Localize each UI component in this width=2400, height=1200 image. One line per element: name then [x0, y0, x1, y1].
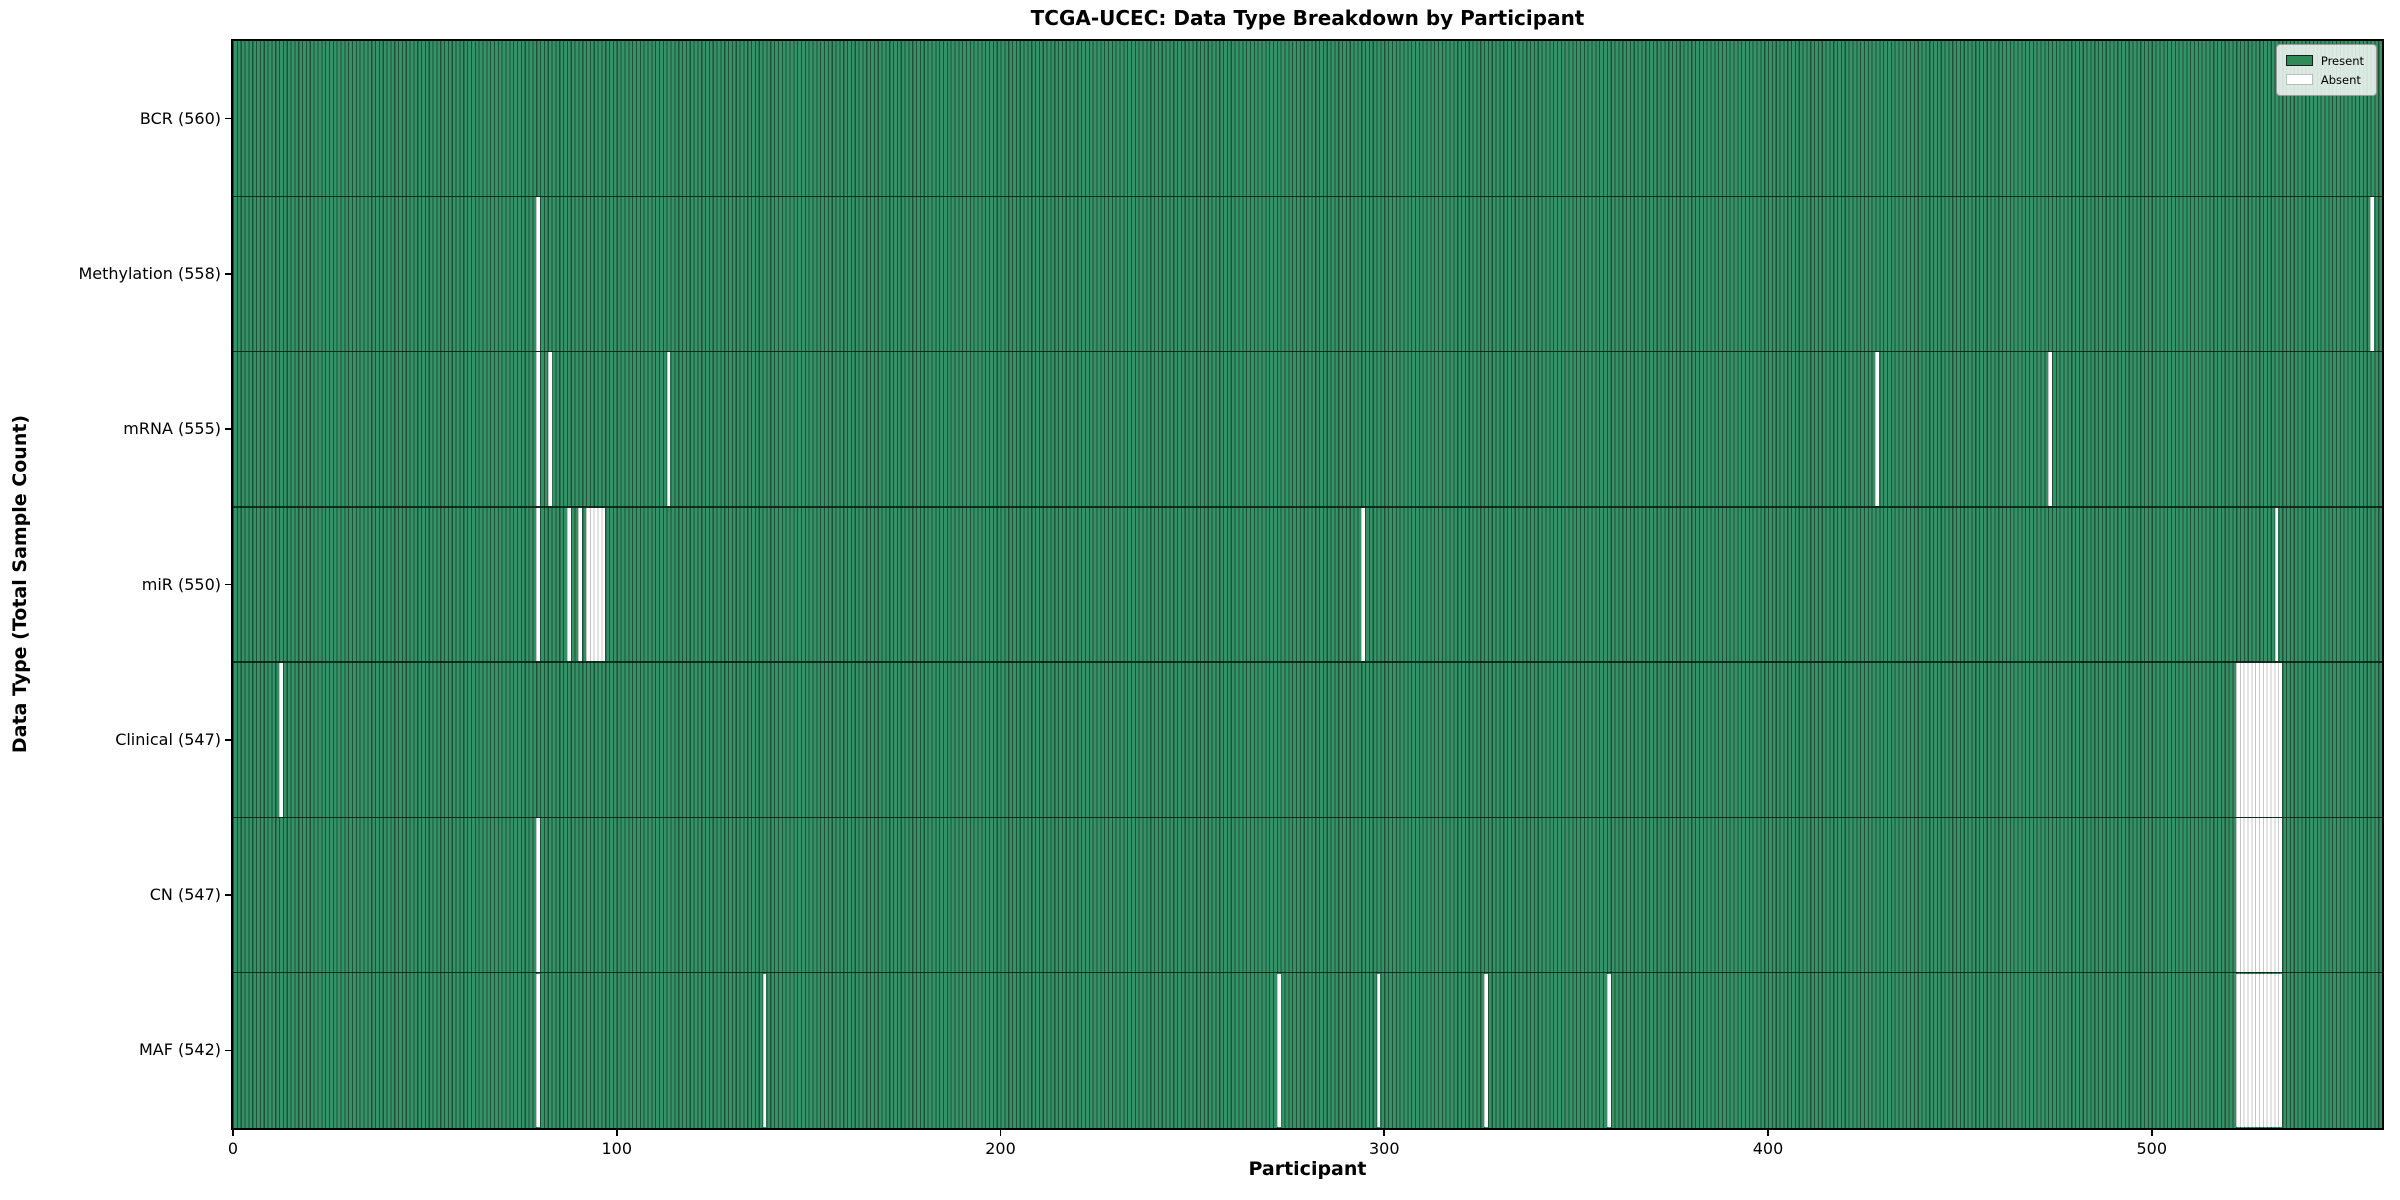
- y-tick-mark: [225, 583, 233, 586]
- absent-gap: [2370, 197, 2375, 351]
- y-tick-label: CN (547): [149, 885, 221, 905]
- absent-gap: [1376, 973, 1381, 1128]
- y-tick-mark: [225, 738, 233, 741]
- row-boundary: [233, 816, 2382, 819]
- absent-gap: [666, 352, 671, 506]
- x-tick-label: 0: [227, 1139, 239, 1158]
- absent-gap: [578, 507, 583, 662]
- y-tick-mark: [225, 1049, 233, 1052]
- x-tick-mark: [1767, 1128, 1769, 1136]
- x-tick-mark: [232, 1128, 234, 1136]
- absent-gap: [2048, 352, 2052, 506]
- x-tick-mark: [615, 1128, 618, 1136]
- absent-gap: [279, 663, 283, 817]
- x-tick-label: 200: [985, 1139, 1016, 1158]
- absent-gap: [762, 973, 767, 1128]
- absent-gap: [2236, 973, 2283, 1128]
- absent-gap: [2274, 507, 2279, 662]
- x-tick-mark: [999, 1128, 1002, 1136]
- absent-gap: [1484, 973, 1488, 1128]
- y-tick-mark: [225, 894, 233, 896]
- x-tick-label: 100: [601, 1139, 633, 1158]
- y-tick-label: Clinical (547): [115, 729, 221, 749]
- y-tick-label: Methylation (558): [78, 263, 221, 283]
- absent-gap: [536, 818, 540, 972]
- y-tick-mark: [225, 273, 233, 275]
- row-boundary: [233, 661, 2382, 663]
- legend-item-absent: Absent: [2285, 70, 2364, 89]
- absent-gap: [536, 352, 540, 506]
- row-boundary: [233, 195, 2382, 197]
- y-tick-mark: [225, 117, 233, 120]
- absent-gap: [586, 507, 606, 662]
- x-tick-label: 300: [1368, 1139, 1400, 1158]
- absent-gap: [2236, 818, 2283, 972]
- absent-gap: [536, 507, 540, 662]
- legend-label-absent: Absent: [2320, 72, 2361, 87]
- absent-gap: [2236, 663, 2283, 817]
- absent-gap: [1276, 973, 1281, 1128]
- x-tick-label: 500: [2136, 1139, 2168, 1158]
- row-boundary: [233, 972, 2382, 974]
- absent-gap: [536, 973, 540, 1128]
- plot-border: [231, 39, 2384, 1130]
- legend: Present Absent: [2275, 44, 2377, 96]
- y-tick-label: miR (550): [141, 574, 221, 594]
- x-tick-mark: [2150, 1128, 2153, 1136]
- legend-item-present: Present: [2285, 51, 2364, 70]
- absent-gap: [536, 197, 540, 351]
- y-tick-label: MAF (542): [138, 1040, 221, 1060]
- absent-gap: [1606, 973, 1611, 1128]
- x-tick-mark: [1383, 1128, 1386, 1136]
- legend-swatch-absent-icon: [2285, 74, 2313, 85]
- row-boundary: [233, 350, 2382, 353]
- absent-gap: [566, 507, 571, 662]
- y-tick-label: mRNA (555): [123, 419, 221, 439]
- absent-gap: [547, 352, 552, 506]
- absent-gap: [1875, 352, 1880, 506]
- absent-gap: [1361, 507, 1366, 662]
- y-tick-label: BCR (560): [139, 108, 221, 128]
- legend-swatch-present-icon: [2285, 55, 2313, 66]
- chart-title: TCGA-UCEC: Data Type Breakdown by Partic…: [1030, 6, 1585, 30]
- x-axis-label: Participant: [1248, 1158, 1367, 1180]
- x-tick-label: 400: [1752, 1139, 1784, 1158]
- plot-area: Present Absent: [231, 39, 2384, 1130]
- row-boundary: [233, 506, 2382, 508]
- legend-label-present: Present: [2320, 53, 2364, 68]
- y-tick-mark: [225, 428, 233, 430]
